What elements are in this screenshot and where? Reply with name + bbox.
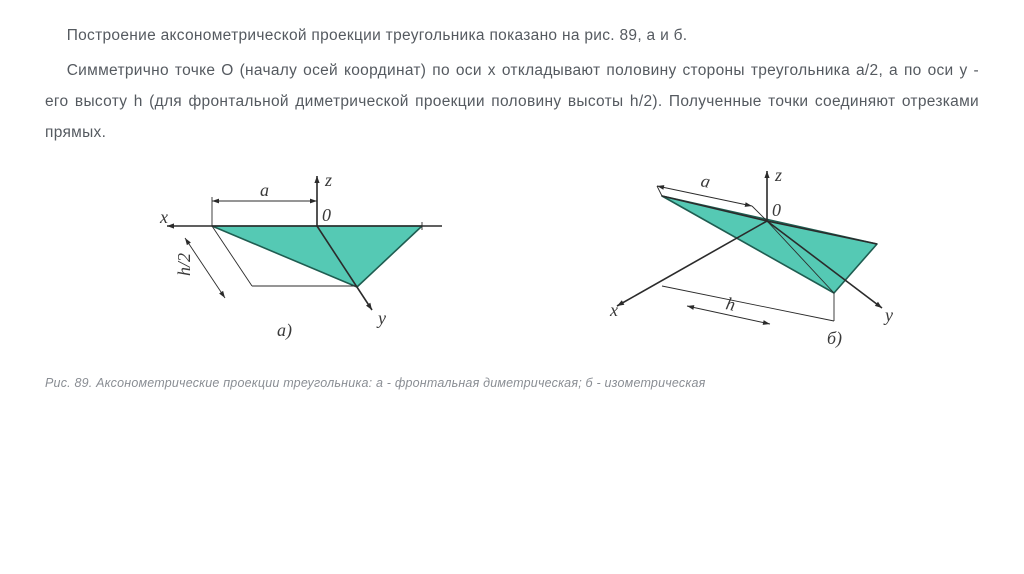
svg-text:h: h: [724, 293, 737, 314]
figure-b: a h x z y 0 б): [552, 166, 912, 356]
svg-text:a: a: [260, 180, 269, 200]
svg-text:б): б): [827, 328, 842, 349]
paragraph-2: Симметрично точке О (началу осей координ…: [45, 55, 979, 148]
svg-text:0: 0: [322, 205, 331, 225]
svg-text:h/2: h/2: [174, 253, 194, 276]
svg-text:а): а): [277, 320, 292, 341]
svg-text:z: z: [324, 170, 332, 190]
figure-a: a h/2 x z y 0 а): [112, 166, 472, 346]
svg-text:0: 0: [772, 200, 781, 220]
svg-text:x: x: [609, 300, 618, 320]
svg-text:z: z: [774, 166, 782, 185]
svg-text:a: a: [699, 170, 712, 191]
svg-text:y: y: [883, 305, 893, 325]
svg-text:x: x: [159, 207, 168, 227]
paragraph-1: Построение аксонометрической проекции тр…: [45, 20, 979, 51]
svg-text:y: y: [376, 308, 386, 328]
figure-caption: Рис. 89. Аксонометрические проекции треу…: [45, 376, 979, 390]
figure-row: a h/2 x z y 0 а) a h x z y 0 б): [45, 166, 979, 356]
